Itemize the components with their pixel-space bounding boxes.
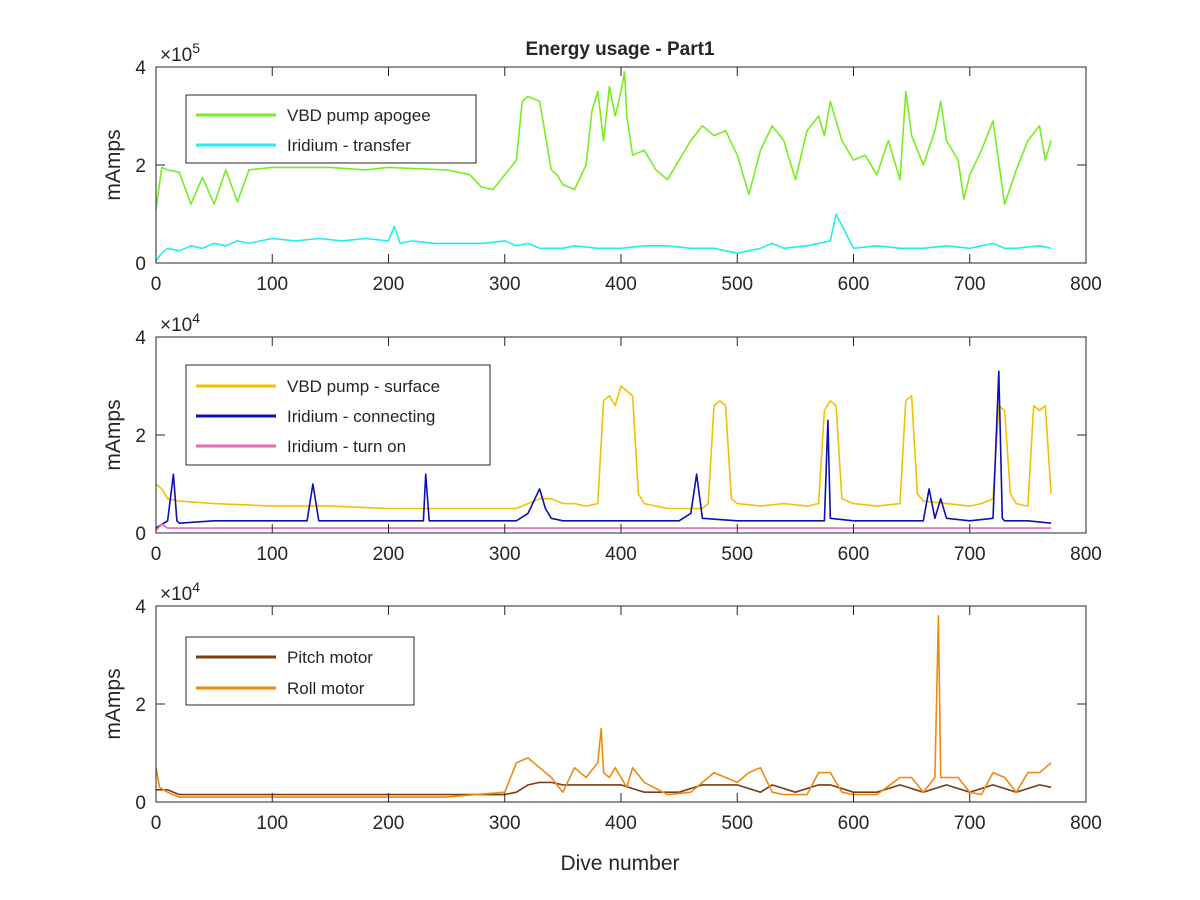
series-line-pitch-motor	[156, 781, 1052, 796]
x-tick-label: 600	[838, 274, 870, 295]
legend-label-iridium-transfer: Iridium - transfer	[287, 136, 411, 155]
subplot-3-lines	[155, 614, 1052, 798]
x-tick-label: 400	[605, 813, 637, 834]
subplot-1-lines	[155, 71, 1052, 262]
series-line-iridium-transfer	[155, 213, 1052, 262]
subplot-2-ticks: 0 100 200 300 400 500 600 700 800 0 2 4	[135, 328, 1101, 565]
x-tick-label: 800	[1070, 813, 1102, 834]
subplot-3-ylabel: mAmps	[102, 668, 125, 739]
y-tick-label: 4	[135, 328, 146, 349]
series-line-iridium-connecting	[155, 370, 1052, 529]
y-tick-label: 2	[135, 156, 146, 177]
y-tick-label: 4	[135, 597, 146, 618]
y-tick-label: 0	[135, 254, 146, 275]
subplot-3-exponent-label: ×104	[160, 579, 200, 605]
subplot-3-legend: Pitch motor Roll motor	[185, 636, 415, 706]
series-line-vbd-pump-surface	[155, 385, 1052, 510]
x-tick-label: 300	[489, 813, 521, 834]
y-tick-label: 2	[135, 695, 146, 716]
subplot-2-legend: VBD pump - surface Iridium - connecting …	[185, 364, 491, 466]
subplot-1-legend-box	[185, 94, 477, 164]
subplot-2-ylabel: mAmps	[102, 399, 125, 470]
subplot-1-legend: VBD pump apogee Iridium - transfer	[185, 94, 477, 164]
x-tick-label: 600	[838, 813, 870, 834]
y-tick-label: 4	[135, 58, 146, 79]
figure-title: Energy usage - Part1	[525, 39, 714, 60]
subplot-3-ticks: 0 100 200 300 400 500 600 700 800 0 2 4	[135, 597, 1101, 834]
x-tick-label: 300	[489, 544, 521, 565]
subplot-2-lines	[155, 370, 1052, 532]
legend-label-vbd-pump-surface: VBD pump - surface	[287, 377, 440, 396]
legend-label-iridium-connecting: Iridium - connecting	[287, 407, 435, 426]
x-tick-label: 200	[373, 274, 405, 295]
subplot-1-ylabel: mAmps	[102, 129, 125, 200]
x-tick-label: 300	[489, 274, 521, 295]
x-tick-label: 500	[721, 544, 753, 565]
subplot-1-exponent-label: ×105	[160, 40, 200, 66]
x-tick-label: 700	[954, 274, 986, 295]
x-tick-label: 400	[605, 544, 637, 565]
x-tick-label: 500	[721, 274, 753, 295]
subplot-3-legend-box	[185, 636, 415, 706]
x-axis-label: Dive number	[560, 852, 679, 875]
series-line-roll-motor	[155, 614, 1052, 798]
x-tick-label: 700	[954, 813, 986, 834]
x-tick-label: 500	[721, 813, 753, 834]
x-tick-label: 100	[256, 544, 288, 565]
x-tick-label: 400	[605, 274, 637, 295]
series-line-vbd-pump-apogee	[155, 71, 1052, 210]
x-tick-label: 200	[373, 544, 405, 565]
y-tick-label: 0	[135, 524, 146, 545]
x-tick-label: 800	[1070, 274, 1102, 295]
series-line-iridium-turn-on	[155, 523, 1052, 532]
y-tick-label: 0	[135, 793, 146, 814]
x-tick-label: 600	[838, 544, 870, 565]
subplot-2-exponent-label: ×104	[160, 310, 200, 336]
legend-label-roll-motor: Roll motor	[287, 679, 365, 698]
x-tick-label: 800	[1070, 544, 1102, 565]
x-tick-label: 700	[954, 544, 986, 565]
x-tick-label: 100	[256, 274, 288, 295]
subplot-1-ticks: 0 100 200 300 400 500 600 700 800 0 2 4	[135, 58, 1101, 295]
legend-label-iridium-turn-on: Iridium - turn on	[287, 437, 406, 456]
x-tick-label: 100	[256, 813, 288, 834]
x-tick-label: 0	[151, 813, 162, 834]
x-tick-label: 0	[151, 274, 162, 295]
x-tick-label: 200	[373, 813, 405, 834]
legend-label-vbd-pump-apogee: VBD pump apogee	[287, 106, 431, 125]
x-tick-label: 0	[151, 544, 162, 565]
y-tick-label: 2	[135, 426, 146, 447]
legend-label-pitch-motor: Pitch motor	[287, 648, 373, 667]
